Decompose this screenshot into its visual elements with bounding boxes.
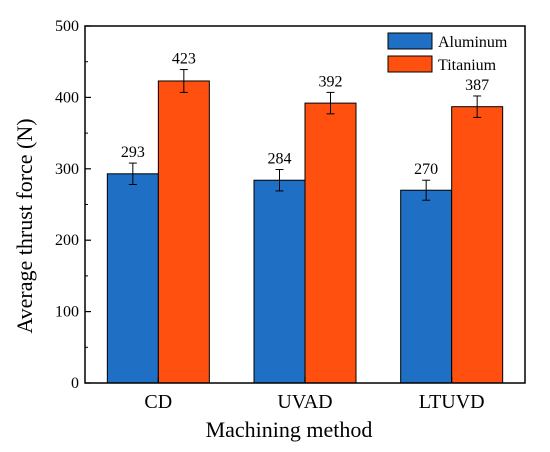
- legend: Aluminum Titanium: [387, 32, 508, 74]
- y-tick-label: 400: [55, 89, 79, 106]
- y-tick-label: 100: [55, 304, 79, 321]
- bar-aluminum-uvad: [253, 179, 306, 384]
- bar-aluminum-ltuvd: [400, 189, 453, 384]
- x-axis-title: Machining method: [206, 417, 373, 442]
- data-label: 387: [465, 77, 489, 94]
- x-tick-label: LTUVD: [419, 391, 485, 413]
- data-label: 284: [268, 151, 292, 168]
- legend-label-aluminum: Aluminum: [438, 34, 508, 51]
- axes-layer: [84, 25, 526, 384]
- data-label: 293: [121, 144, 145, 161]
- x-tick-label: UVAD: [277, 391, 332, 413]
- bar-titanium-ltuvd: [451, 106, 504, 384]
- x-tick-label: CD: [144, 391, 172, 413]
- data-label: 270: [414, 161, 438, 178]
- y-tick-label: 0: [71, 375, 79, 392]
- y-axis-title: Average thrust force (N): [12, 118, 37, 333]
- legend-label-titanium: Titanium: [438, 57, 497, 74]
- data-label: 392: [319, 73, 343, 90]
- labels-layer: 293 423 CD 284 392 UVAD 270 387 LTUVD 0 100 200 300 4…: [55, 18, 489, 413]
- bar-aluminum-cd: [106, 173, 159, 384]
- bar-titanium-cd: [157, 80, 210, 384]
- y-tick-label: 200: [55, 232, 79, 249]
- data-label: 423: [172, 51, 196, 68]
- bar-titanium-uvad: [304, 102, 357, 384]
- y-tick-label: 300: [55, 161, 79, 178]
- legend-swatch-aluminum: [387, 32, 433, 50]
- y-tick-label: 500: [55, 18, 79, 35]
- legend-swatch-titanium: [387, 55, 433, 73]
- bars-layer: [106, 69, 504, 384]
